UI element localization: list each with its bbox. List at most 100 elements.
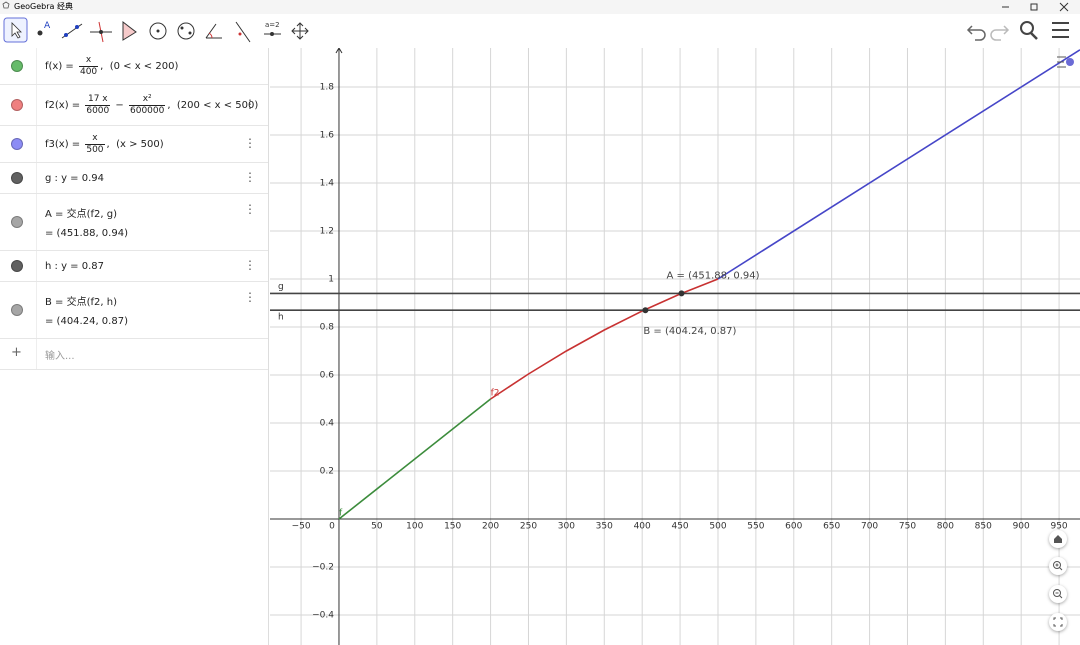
expression-text: , (200 < x < 500) — [167, 99, 259, 111]
expression-text: f2(x) = — [45, 99, 84, 111]
visibility-dot[interactable] — [11, 172, 23, 184]
visibility-dot[interactable] — [11, 304, 23, 316]
x-tick-label: 900 — [1013, 522, 1030, 532]
more-menu[interactable]: ⋮ — [244, 258, 256, 272]
style-bar-toggle[interactable] — [1056, 54, 1076, 70]
denominator: 600000 — [129, 104, 166, 116]
expression-text: , (x > 500) — [106, 138, 164, 150]
expression: B = 交点(f2, h) — [45, 290, 117, 310]
visibility-dot[interactable] — [11, 138, 23, 150]
intersection-point[interactable] — [642, 307, 649, 314]
x-tick-label: 400 — [634, 522, 651, 532]
x-tick-label: 100 — [406, 522, 423, 532]
redo[interactable] — [990, 25, 1010, 41]
denominator: 400 — [78, 65, 99, 77]
tool-perpendicular[interactable] — [90, 21, 112, 43]
intersection-point[interactable] — [678, 290, 685, 297]
window-controls — [2, 1, 1069, 12]
close[interactable] — [1059, 2, 1069, 12]
x-tick-label: 150 — [444, 522, 461, 532]
x-tick-label: 250 — [520, 522, 537, 532]
y-tick-label: 0.8 — [320, 323, 335, 333]
y-tick-label: −0.4 — [312, 611, 334, 621]
numerator: 17 x — [87, 93, 108, 104]
visibility-dot[interactable] — [11, 216, 23, 228]
algebra-row: f2(x) = 17 x 6000 − x² 600000, (200 < x < … — [0, 85, 268, 126]
x-tick-label: 50 — [371, 522, 383, 532]
x-tick-label: −50 — [292, 522, 311, 532]
maximize[interactable] — [1030, 3, 1038, 11]
more-menu[interactable]: ⋮ — [244, 97, 256, 111]
tool-move-view[interactable] — [291, 22, 309, 40]
result: = (404.24, 0.87) — [45, 316, 128, 327]
x-tick-label: 350 — [596, 522, 613, 532]
expression-text: B = 交点(f2, h) — [45, 296, 117, 308]
expression: g : y = 0.94 — [45, 163, 104, 193]
more-menu[interactable]: ⋮ — [244, 290, 256, 304]
result: = (451.88, 0.94) — [45, 228, 128, 239]
tool-reflect[interactable] — [235, 21, 251, 43]
visibility-dot[interactable] — [11, 260, 23, 272]
tool-slider[interactable]: a=2 — [264, 21, 281, 36]
axis-arrow — [335, 48, 343, 54]
x-tick-label: 500 — [709, 522, 726, 532]
denominator: 500 — [85, 143, 105, 155]
input-placeholder[interactable]: 输入... — [45, 350, 75, 362]
separator — [36, 251, 37, 281]
expression: A = 交点(f2, g) — [45, 202, 117, 222]
point-label: B = (404.24, 0.87) — [643, 326, 736, 337]
more-menu[interactable]: ⋮ — [244, 170, 256, 184]
separator — [36, 282, 37, 338]
home-button[interactable] — [1049, 530, 1067, 548]
x-tick-label: 200 — [482, 522, 499, 532]
more-menu[interactable]: ⋮ — [244, 202, 256, 216]
visibility-dot[interactable] — [11, 99, 23, 111]
toolbar: A a=2 — [0, 14, 1080, 48]
function-curve — [338, 398, 492, 520]
curve-label: f2 — [491, 389, 500, 399]
tool-circle[interactable] — [149, 22, 167, 40]
line-label: g — [278, 282, 284, 292]
svg-text:a=2: a=2 — [265, 21, 280, 29]
expression: h : y = 0.87 — [45, 251, 104, 281]
zoom-in-button[interactable] — [1049, 557, 1067, 575]
point-label: A = (451.88, 0.94) — [667, 270, 760, 281]
graphics-view: −50 0 50 100 150 200 250 300 350 400 450 500 550 600 6… — [270, 48, 1080, 645]
tool-circle-3pt[interactable] — [177, 22, 195, 40]
y-tick-label: 1.8 — [320, 83, 335, 93]
tool-line[interactable] — [61, 23, 83, 39]
tool-polygon[interactable] — [122, 20, 137, 41]
search[interactable] — [1020, 21, 1038, 40]
x-tick-label: 650 — [823, 522, 840, 532]
x-tick-label: 700 — [861, 522, 878, 532]
tool-angle[interactable] — [205, 23, 222, 39]
denominator: 6000 — [85, 104, 111, 116]
separator — [36, 126, 37, 162]
x-tick-label: 600 — [785, 522, 802, 532]
separator — [36, 48, 37, 84]
x-tick-label: 0 — [329, 522, 335, 532]
y-tick-label: 0.2 — [320, 467, 334, 477]
more-menu[interactable]: ⋮ — [244, 136, 256, 150]
zoom-out-button[interactable] — [1049, 585, 1067, 603]
separator — [36, 194, 37, 250]
undo[interactable] — [966, 25, 986, 41]
expression: f3(x) = x 500, (x > 500) — [45, 126, 164, 162]
y-tick-label: −0.2 — [312, 563, 334, 573]
algebra-row: f3(x) = x 500, (x > 500) ⋮ — [0, 126, 268, 163]
visibility-dot[interactable] — [11, 60, 23, 72]
algebra-view: f(x) = x 400, (0 < x < 200) f2(x) = 17 x 60… — [0, 48, 269, 645]
algebra-row: f(x) = x 400, (0 < x < 200) — [0, 48, 268, 85]
expression-text: h : y = 0.87 — [45, 260, 104, 272]
fraction: x² 600000 — [129, 94, 166, 117]
algebra-row: g : y = 0.94 ⋮ — [0, 163, 268, 194]
expression: f(x) = x 400, (0 < x < 200) — [45, 48, 178, 84]
y-tick-label: 1.4 — [320, 179, 335, 189]
menu[interactable] — [1052, 22, 1069, 38]
fullscreen-button[interactable] — [1049, 613, 1067, 631]
y-tick-label: 0.4 — [320, 419, 335, 429]
tool-point[interactable]: A — [37, 21, 52, 36]
line-label: h — [278, 313, 284, 323]
numerator: x — [92, 132, 98, 143]
